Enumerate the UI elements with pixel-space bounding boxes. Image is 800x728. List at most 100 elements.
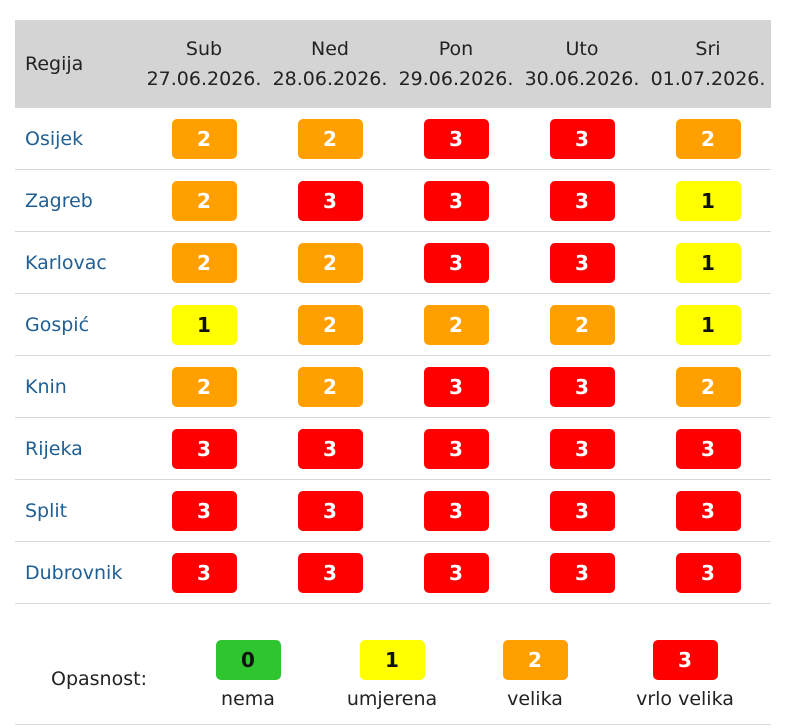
table-row: Knin 2 2 3 3 2: [15, 355, 771, 418]
danger-cell: 3: [267, 417, 393, 480]
forecast-table: Regija Sub 27.06.2026. Ned 28.06.2026. P…: [15, 20, 771, 604]
region-link[interactable]: Zagreb: [25, 189, 93, 212]
danger-level-badge: 3: [171, 552, 237, 593]
danger-level-badge: 3: [297, 552, 363, 593]
danger-level-badge: 3: [423, 490, 489, 531]
region-cell: Rijeka: [15, 417, 141, 480]
table-row: Zagreb 2 3 3 3 1: [15, 169, 771, 232]
legend: Opasnost: 0 nema 1 umjerena 2 velika 3 v…: [15, 624, 771, 725]
region-cell: Zagreb: [15, 169, 141, 232]
danger-cell: 3: [645, 541, 771, 604]
region-link[interactable]: Karlovac: [25, 251, 107, 274]
danger-cell: 3: [393, 231, 519, 294]
danger-level-badge: 3: [675, 490, 741, 531]
legend-badge: 2: [502, 640, 568, 680]
legend-badge: 1: [359, 640, 425, 680]
region-cell: Dubrovnik: [15, 541, 141, 604]
danger-level-badge: 3: [423, 180, 489, 221]
day-name: Ned: [311, 38, 349, 60]
danger-level-badge: 3: [297, 180, 363, 221]
danger-level-badge: 3: [549, 118, 615, 159]
region-cell: Osijek: [15, 108, 141, 170]
danger-cell: 3: [141, 417, 267, 480]
danger-level-badge: 3: [423, 428, 489, 469]
legend-badge: 0: [215, 640, 281, 680]
legend-item-high: 2 velika: [465, 640, 605, 710]
danger-cell: 3: [393, 541, 519, 604]
danger-cell: 3: [393, 479, 519, 542]
danger-level-badge: 2: [171, 180, 237, 221]
danger-cell: 2: [267, 231, 393, 294]
danger-cell: 2: [141, 108, 267, 170]
danger-cell: 3: [267, 541, 393, 604]
region-link[interactable]: Knin: [25, 375, 67, 398]
legend-item-moderate: 1 umjerena: [322, 640, 462, 710]
danger-level-badge: 2: [675, 366, 741, 407]
danger-level-badge: 3: [171, 490, 237, 531]
danger-cell: 3: [141, 541, 267, 604]
danger-level-badge: 3: [675, 428, 741, 469]
legend-text: vrlo velika: [636, 688, 734, 710]
table-row: Karlovac 2 2 3 3 1: [15, 231, 771, 294]
legend-text: nema: [221, 688, 275, 710]
danger-cell: 3: [519, 541, 645, 604]
region-link[interactable]: Osijek: [25, 127, 84, 150]
danger-level-badge: 3: [549, 180, 615, 221]
table-row: Rijeka 3 3 3 3 3: [15, 417, 771, 480]
danger-cell: 3: [645, 417, 771, 480]
region-column-label: Regija: [25, 53, 84, 75]
danger-cell: 3: [393, 108, 519, 170]
legend-item-very-high: 3 vrlo velika: [615, 640, 755, 710]
region-link[interactable]: Dubrovnik: [25, 561, 123, 584]
danger-cell: 3: [645, 479, 771, 542]
danger-cell: 3: [519, 479, 645, 542]
day-date: 29.06.2026.: [398, 68, 514, 90]
danger-level-badge: 1: [171, 304, 237, 345]
danger-level-badge: 1: [675, 304, 741, 345]
danger-level-badge: 3: [297, 490, 363, 531]
danger-level-badge: 3: [423, 366, 489, 407]
danger-level-badge: 3: [675, 552, 741, 593]
danger-level-badge: 2: [423, 304, 489, 345]
danger-cell: 2: [519, 293, 645, 356]
day-column-header: Ned 28.06.2026.: [267, 20, 393, 108]
danger-level-badge: 2: [549, 304, 615, 345]
legend-item-none: 0 nema: [178, 640, 318, 710]
danger-level-badge: 3: [549, 242, 615, 283]
danger-cell: 1: [645, 231, 771, 294]
legend-label: Opasnost:: [51, 668, 147, 690]
region-link[interactable]: Rijeka: [25, 437, 83, 460]
table-row: Split 3 3 3 3 3: [15, 479, 771, 542]
day-column-header: Uto 30.06.2026.: [519, 20, 645, 108]
danger-cell: 3: [519, 108, 645, 170]
day-name: Pon: [438, 38, 474, 60]
danger-cell: 3: [393, 355, 519, 418]
legend-text: umjerena: [346, 688, 438, 710]
danger-level-badge: 3: [549, 490, 615, 531]
danger-level-badge: 3: [549, 428, 615, 469]
region-link[interactable]: Gospić: [25, 313, 90, 336]
danger-cell: 2: [267, 293, 393, 356]
danger-cell: 3: [267, 169, 393, 232]
danger-level-badge: 3: [297, 428, 363, 469]
danger-level-badge: 1: [675, 180, 741, 221]
day-date: 27.06.2026.: [146, 68, 262, 90]
region-link[interactable]: Split: [25, 499, 68, 522]
danger-cell: 2: [141, 231, 267, 294]
danger-level-badge: 2: [297, 304, 363, 345]
danger-cell: 2: [645, 355, 771, 418]
danger-cell: 1: [141, 293, 267, 356]
danger-cell: 3: [519, 355, 645, 418]
table-row: Osijek 2 2 3 3 2: [15, 108, 771, 170]
danger-level-badge: 2: [675, 118, 741, 159]
danger-cell: 3: [519, 169, 645, 232]
danger-level-badge: 2: [297, 366, 363, 407]
day-column-header: Sri 01.07.2026.: [645, 20, 771, 108]
danger-level-badge: 2: [171, 242, 237, 283]
danger-level-badge: 2: [297, 118, 363, 159]
danger-cell: 1: [645, 169, 771, 232]
legend-badge: 3: [652, 640, 718, 680]
day-name: Uto: [565, 38, 599, 60]
region-cell: Split: [15, 479, 141, 542]
region-cell: Gospić: [15, 293, 141, 356]
